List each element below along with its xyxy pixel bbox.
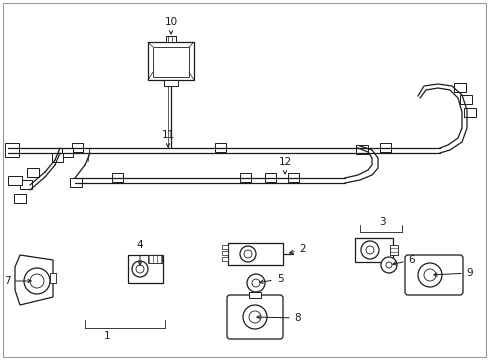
Circle shape xyxy=(417,263,441,287)
Bar xyxy=(153,47,189,77)
Text: 2: 2 xyxy=(289,244,305,254)
Bar xyxy=(354,238,392,262)
Bar xyxy=(389,245,397,255)
Bar xyxy=(459,95,471,104)
Circle shape xyxy=(243,305,266,329)
Bar xyxy=(112,173,123,182)
Polygon shape xyxy=(15,255,53,305)
FancyBboxPatch shape xyxy=(404,255,462,295)
Bar xyxy=(222,257,227,261)
Bar xyxy=(248,292,261,298)
Bar xyxy=(240,173,250,182)
Circle shape xyxy=(380,257,396,273)
Bar xyxy=(5,143,19,157)
Bar xyxy=(163,80,178,86)
Circle shape xyxy=(423,269,435,281)
Circle shape xyxy=(360,241,378,259)
Bar xyxy=(453,83,465,92)
Circle shape xyxy=(385,262,391,268)
Circle shape xyxy=(24,268,50,294)
Bar xyxy=(50,273,56,283)
Bar xyxy=(264,173,275,182)
Circle shape xyxy=(30,274,44,288)
Bar xyxy=(287,173,298,182)
Text: 10: 10 xyxy=(164,17,177,34)
Text: 4: 4 xyxy=(137,240,143,265)
Bar xyxy=(62,148,73,157)
Bar xyxy=(8,176,22,185)
Bar xyxy=(379,143,390,152)
Text: 1: 1 xyxy=(103,331,110,341)
Text: 11: 11 xyxy=(161,130,174,147)
Text: 7: 7 xyxy=(4,276,31,286)
Bar xyxy=(355,145,367,154)
Bar xyxy=(148,42,194,80)
Circle shape xyxy=(246,274,264,292)
Bar xyxy=(148,255,162,263)
Bar xyxy=(128,255,163,283)
Text: 8: 8 xyxy=(256,313,301,323)
Text: 9: 9 xyxy=(433,268,472,278)
Bar xyxy=(14,194,26,203)
FancyBboxPatch shape xyxy=(226,295,283,339)
Circle shape xyxy=(251,279,260,287)
Bar xyxy=(227,243,283,265)
Bar xyxy=(52,153,63,162)
Text: 3: 3 xyxy=(378,217,385,227)
Bar xyxy=(165,36,176,42)
Text: 6: 6 xyxy=(392,255,414,265)
Bar xyxy=(27,168,39,177)
Circle shape xyxy=(132,261,148,277)
Bar xyxy=(463,108,475,117)
Text: 5: 5 xyxy=(259,274,283,284)
Bar xyxy=(222,251,227,255)
Bar xyxy=(215,143,225,152)
Circle shape xyxy=(244,250,251,258)
Circle shape xyxy=(365,246,373,254)
Bar xyxy=(70,178,82,187)
Text: 12: 12 xyxy=(278,157,291,174)
Circle shape xyxy=(136,265,143,273)
Circle shape xyxy=(248,311,261,323)
Circle shape xyxy=(240,246,256,262)
Bar xyxy=(20,180,32,189)
Bar xyxy=(222,245,227,249)
Bar xyxy=(72,143,83,152)
